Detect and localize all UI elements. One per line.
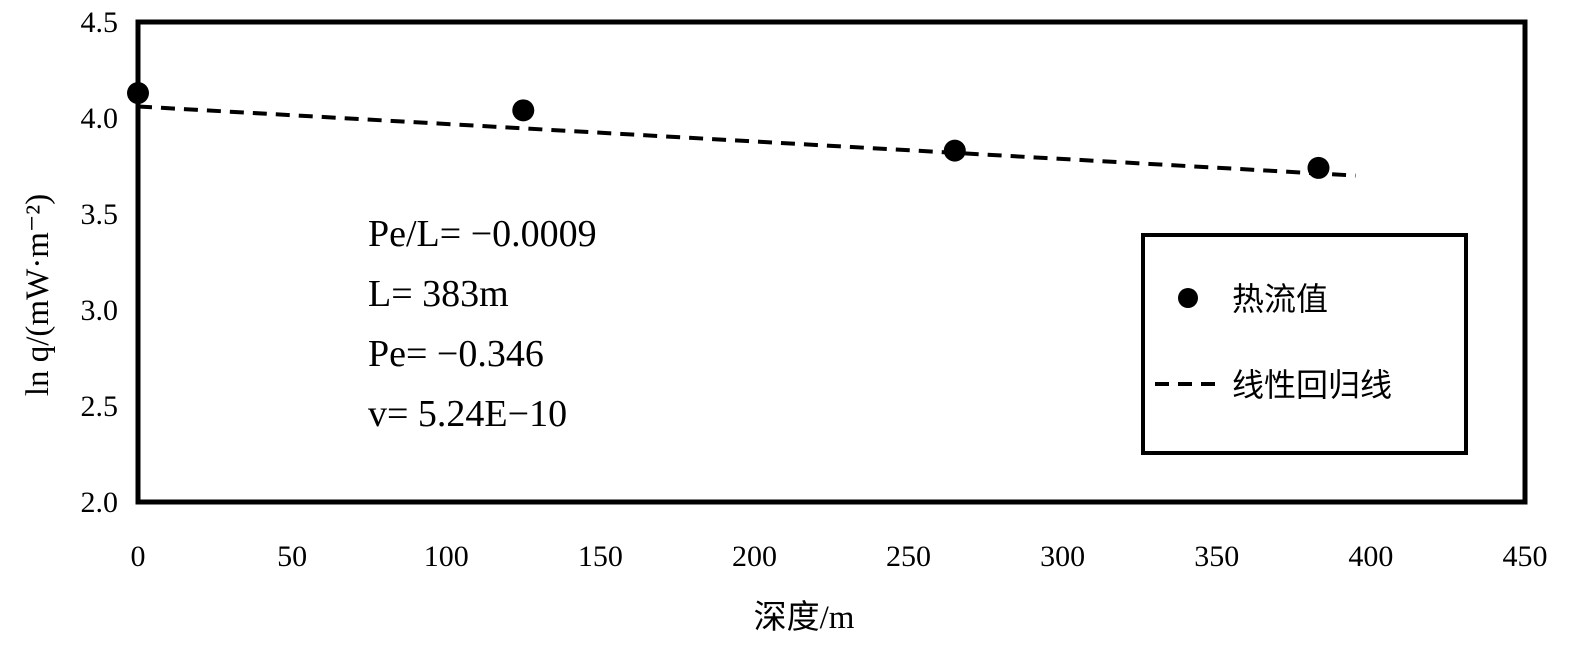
regression-line-series: [137, 104, 1356, 178]
y-tick-label: 3.5: [81, 198, 119, 231]
annotation-pe-over-l: Pe/L= −0.0009: [368, 213, 597, 255]
plot-frame: [135, 19, 1528, 505]
annotation-pe: Pe= −0.346: [368, 333, 544, 375]
y-tick-label: 2.0: [81, 486, 119, 519]
heat-flow-point: [943, 139, 966, 162]
fit-annotations: Pe/L= −0.0009 L= 383m Pe= −0.346 v= 5.24…: [368, 213, 597, 435]
y-tick-label: 4.0: [81, 102, 119, 135]
y-tick-label: 3.0: [81, 294, 119, 327]
regression-line: [137, 104, 1356, 178]
x-axis-label: 深度/m: [754, 599, 855, 636]
x-tick-label: 150: [578, 540, 623, 573]
x-tick-label: 400: [1348, 540, 1393, 573]
x-tick-label: 0: [131, 540, 146, 573]
x-tick-label: 450: [1503, 540, 1548, 573]
heat-flow-point: [1307, 156, 1330, 179]
legend-marker-heat-flow: [1178, 288, 1198, 308]
x-tick-label: 250: [886, 540, 931, 573]
y-tick-labels: 2.0 2.5 3.0 3.5 4.0 4.5: [81, 6, 119, 519]
y-tick-label: 4.5: [81, 6, 119, 39]
y-tick-label: 2.5: [81, 390, 119, 423]
x-tick-label: 350: [1194, 540, 1239, 573]
heat-flow-points: [127, 82, 1330, 179]
heat-flow-point: [127, 82, 149, 105]
x-tick-label: 100: [424, 540, 469, 573]
legend: 热流值 线性回归线: [1141, 233, 1468, 455]
annotation-l: L= 383m: [368, 273, 509, 315]
x-tick-labels: 0 50 100 150 200 250 300 350 400 450: [131, 540, 1548, 573]
heat-flow-point: [512, 99, 535, 122]
x-tick-label: 300: [1040, 540, 1085, 573]
annotation-v: v= 5.24E−10: [368, 393, 567, 435]
legend-label-regression: 线性回归线: [1232, 366, 1392, 404]
x-tick-label: 200: [732, 540, 777, 573]
legend-label-heat-flow: 热流值: [1232, 280, 1328, 318]
x-tick-label: 50: [277, 540, 307, 573]
y-axis-label: ln q/(mW·m⁻²): [20, 194, 56, 396]
legend-box: [1141, 233, 1468, 455]
